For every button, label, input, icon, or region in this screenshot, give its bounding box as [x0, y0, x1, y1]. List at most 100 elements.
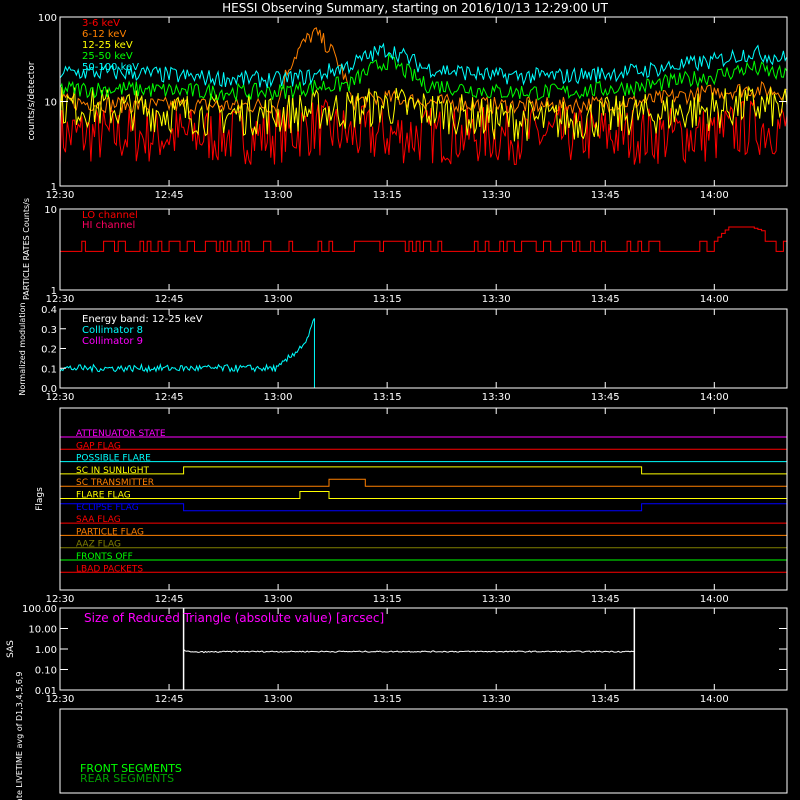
y-tick-label: 1 [51, 286, 57, 297]
flag-label: ATTENUATOR STATE [76, 429, 166, 439]
x-tick-label: 12:30 [46, 594, 75, 605]
legend-entry: 3-6 keV [82, 18, 120, 29]
count-rates-panel: 1 10 100 12:30 12:45 13:00 13:15 13:30 13:45 14:0… [27, 13, 788, 201]
flag-label: FRONTS OFF [76, 552, 133, 562]
y-tick-label: 0.0 [41, 384, 57, 395]
y-tick-label: 100.00 [22, 604, 57, 615]
livetime-ylabel: Mon. Rate LIVETIME avg of D1,3,4,5,6,9 [15, 672, 24, 800]
flags-panel: ATTENUATOR STATE GAP FLAG POSSIBLE FLARE SC… [35, 407, 788, 605]
x-tick-label: 13:00 [264, 392, 293, 403]
flag-label: SAA FLAG [76, 515, 121, 525]
flag-line [60, 491, 787, 499]
legend-entry: 25-50 keV [82, 51, 133, 62]
x-tick-label: 13:45 [591, 190, 620, 201]
modulation-annotation: Energy band: 12-25 keV [82, 314, 203, 325]
flag-label: ECLIPSE FLAG [76, 503, 139, 513]
x-tick-label: 12:30 [46, 294, 75, 305]
x-tick-label: 13:30 [482, 694, 511, 705]
flag-line [60, 466, 787, 475]
y-tick-label: 1 [51, 182, 57, 193]
x-tick-label: 13:15 [373, 392, 402, 403]
legend-entry: Collimator 9 [82, 336, 143, 347]
sas-panel: 0.01 0.10 1.00 10.00 100.00 12:30 12:45 13:00 13… [6, 604, 788, 705]
legend-entry: 6-12 keV [82, 29, 126, 40]
x-tick-label: 14:00 [700, 190, 729, 201]
y-tick-label: 0.01 [35, 686, 57, 697]
x-tick-label: 13:00 [264, 594, 293, 605]
flag-label: AAZ FLAG [76, 540, 121, 550]
legend-entry: REAR SEGMENTS [80, 772, 174, 785]
x-tick-label: 13:30 [482, 294, 511, 305]
modulation-ylabel: Normalized modulation [18, 302, 27, 395]
x-tick-label: 13:30 [482, 190, 511, 201]
flag-label: FLARE FLAG [76, 491, 131, 501]
x-tick-label: 13:15 [373, 294, 402, 305]
legend-entry: 50-100 keV [82, 62, 139, 73]
legend-entry: 12-25 keV [82, 40, 133, 51]
modulation-panel: 0.0 0.1 0.2 0.3 0.4 12:30 12:45 13:00 13:15 13:30… [18, 302, 788, 403]
flag-line [59, 503, 788, 512]
x-tick-label: 12:30 [46, 694, 75, 705]
legend-entry: HI channel [82, 220, 135, 231]
sas-annotation: Size of Reduced Triangle (absolute value… [84, 611, 384, 625]
series-line [59, 27, 788, 115]
x-tick-label: 13:00 [264, 190, 293, 201]
particle-rates-frame [59, 208, 788, 291]
livetime-frame [59, 708, 788, 794]
x-tick-label: 13:00 [264, 694, 293, 705]
series-line [59, 85, 788, 142]
x-tick-label: 14:00 [700, 294, 729, 305]
x-tick-label: 14:00 [700, 392, 729, 403]
flags-ylabel: Flags [35, 487, 45, 511]
flag-label: SC IN SUNLIGHT [76, 466, 150, 476]
x-tick-label: 13:00 [264, 294, 293, 305]
x-tick-label: 14:00 [700, 694, 729, 705]
x-tick-label: 13:15 [373, 594, 402, 605]
flag-label: PARTICLE FLAG [76, 527, 144, 537]
series-line [59, 52, 788, 103]
x-tick-label: 12:45 [155, 392, 184, 403]
y-tick-label: 0.1 [41, 364, 57, 375]
x-tick-label: 12:45 [155, 294, 184, 305]
x-tick-label: 12:30 [46, 392, 75, 403]
x-tick-label: 13:30 [482, 392, 511, 403]
series-line [59, 98, 788, 166]
sas-ylabel: SAS [6, 640, 16, 658]
y-tick-label: 0.2 [41, 345, 57, 356]
y-tick-label: 0.3 [41, 325, 57, 336]
x-tick-label: 13:45 [591, 392, 620, 403]
series-line [59, 42, 788, 89]
legend-entry: FRONT SEGMENTS [80, 762, 182, 775]
y-tick-label: 0.4 [41, 305, 57, 316]
flag-label: POSSIBLE FLARE [76, 454, 151, 464]
x-tick-label: 13:45 [591, 594, 620, 605]
x-tick-label: 12:45 [155, 594, 184, 605]
lo-channel-line [60, 226, 788, 252]
y-tick-label: 10 [44, 98, 57, 109]
collimator-8-line [59, 317, 315, 374]
legend-entry: LO channel [82, 210, 138, 221]
figure-title: HESSI Observing Summary, starting on 201… [222, 1, 608, 15]
x-tick-label: 12:45 [155, 694, 184, 705]
y-tick-label: 0.10 [35, 666, 57, 677]
flag-line [60, 478, 787, 487]
y-tick-label: 10 [44, 205, 57, 216]
y-tick-label: 10.00 [28, 625, 57, 636]
flag-label: LBAD PACKETS [76, 564, 143, 574]
y-tick-label: 1.00 [35, 645, 57, 656]
x-tick-label: 13:45 [591, 694, 620, 705]
particle-rates-panel: 1 10 12:30 12:45 13:00 13:15 13:30 13:45 14:00 L… [22, 198, 788, 305]
count-rates-ylabel: counts/s/detector [27, 61, 37, 140]
x-tick-label: 12:30 [46, 190, 75, 201]
x-tick-label: 13:15 [373, 190, 402, 201]
particle-rates-ylabel: PARTICLE RATES Counts/s [22, 198, 31, 300]
x-tick-label: 13:30 [482, 594, 511, 605]
legend-entry: Collimator 8 [82, 325, 143, 336]
x-tick-label: 13:45 [591, 294, 620, 305]
x-tick-label: 13:15 [373, 694, 402, 705]
flags-frame [59, 407, 788, 591]
flag-label: SC TRANSMITTER [76, 478, 154, 488]
flag-label: GAP FLAG [76, 441, 121, 451]
